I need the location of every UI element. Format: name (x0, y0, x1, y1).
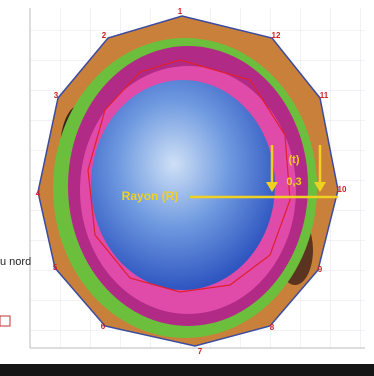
vertex-label: 6 (101, 322, 106, 331)
marker-box (0, 315, 11, 327)
vertex-label: 10 (338, 185, 347, 194)
thickness-value: 0,3 (286, 176, 301, 188)
vertex-label: 1 (178, 7, 183, 16)
vertex-label: 7 (198, 347, 203, 356)
vertex-label: 8 (270, 323, 275, 332)
radius-label: Rayon (R) (122, 189, 179, 203)
vertex-label: 4 (36, 189, 41, 198)
vertex-label: 3 (54, 91, 59, 100)
arrow-head (266, 182, 278, 192)
vertex-label: 12 (272, 31, 281, 40)
vertex-label: 11 (320, 91, 329, 100)
bottom-bar (0, 364, 374, 376)
heat-map (37, 15, 339, 347)
vertex-label: 2 (102, 31, 107, 40)
vertex-label: 9 (318, 265, 323, 274)
arrow-head (314, 182, 326, 192)
side-label: u nord (0, 256, 31, 268)
core (91, 80, 275, 290)
inner-polygon (87, 59, 291, 293)
thickness-label: (t) (289, 154, 300, 166)
vertex-label: 5 (53, 263, 58, 272)
